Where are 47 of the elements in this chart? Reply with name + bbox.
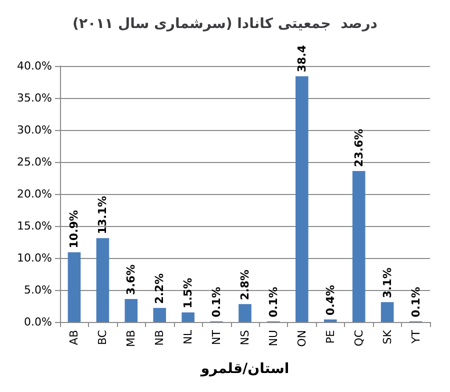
x-tick-label: NS — [238, 330, 252, 346]
data-label: 0.4% — [324, 284, 337, 316]
x-tick-label: NT — [210, 330, 224, 345]
y-tick-label: 35.0% — [17, 92, 52, 104]
y-tick-label: 30.0% — [17, 124, 52, 136]
data-label: 2.8% — [238, 270, 252, 300]
bar — [324, 319, 337, 322]
bar — [124, 298, 138, 322]
x-tick-label: PE — [324, 330, 337, 344]
y-tick-label: 20.0% — [17, 188, 52, 200]
y-tick-label: 0.0% — [24, 316, 52, 328]
x-tick-label: BC — [96, 330, 110, 346]
bar — [296, 76, 308, 322]
y-tick-label: 15.0% — [17, 220, 52, 232]
data-label: 13.1% — [96, 196, 110, 234]
x-tick-label: AB — [68, 330, 81, 346]
data-label: 38.4 — [295, 44, 308, 72]
x-tick-label: YT — [409, 330, 422, 344]
bar — [153, 308, 166, 322]
chart-title: درصد جمعیتی کانادا (سرشماری سال ۲۰۱۱) — [72, 16, 378, 32]
bar — [96, 238, 110, 322]
x-tick-label: MB — [124, 330, 138, 348]
bar — [380, 302, 394, 322]
x-tick-label: QC — [352, 330, 366, 346]
bar — [182, 312, 194, 322]
x-tick-label: NL — [182, 329, 195, 344]
data-label: 0.1% — [409, 286, 422, 318]
data-label: 0.1% — [266, 286, 280, 318]
data-label: 2.2% — [153, 273, 166, 304]
data-label: 3.1% — [380, 268, 394, 298]
data-label: 1.5% — [182, 278, 195, 308]
y-tick-label: 40.0% — [17, 60, 52, 72]
x-axis-title: استان/قلمرو — [200, 361, 290, 377]
y-tick-label: 5.0% — [24, 284, 52, 296]
data-label: 23.6% — [352, 128, 366, 167]
data-label: 10.9% — [68, 210, 81, 248]
x-tick-label: NU — [266, 330, 280, 346]
bar — [68, 252, 81, 322]
data-label: 0.1% — [210, 286, 224, 318]
x-tick-label: SK — [380, 329, 394, 344]
x-tick-label: NB — [153, 330, 166, 346]
y-tick-label: 10.0% — [17, 252, 52, 264]
bar — [238, 304, 252, 322]
data-label: 3.6% — [124, 264, 138, 295]
x-tick-label: ON — [295, 330, 308, 347]
bar — [352, 170, 366, 322]
y-tick-label: 25.0% — [17, 156, 52, 168]
